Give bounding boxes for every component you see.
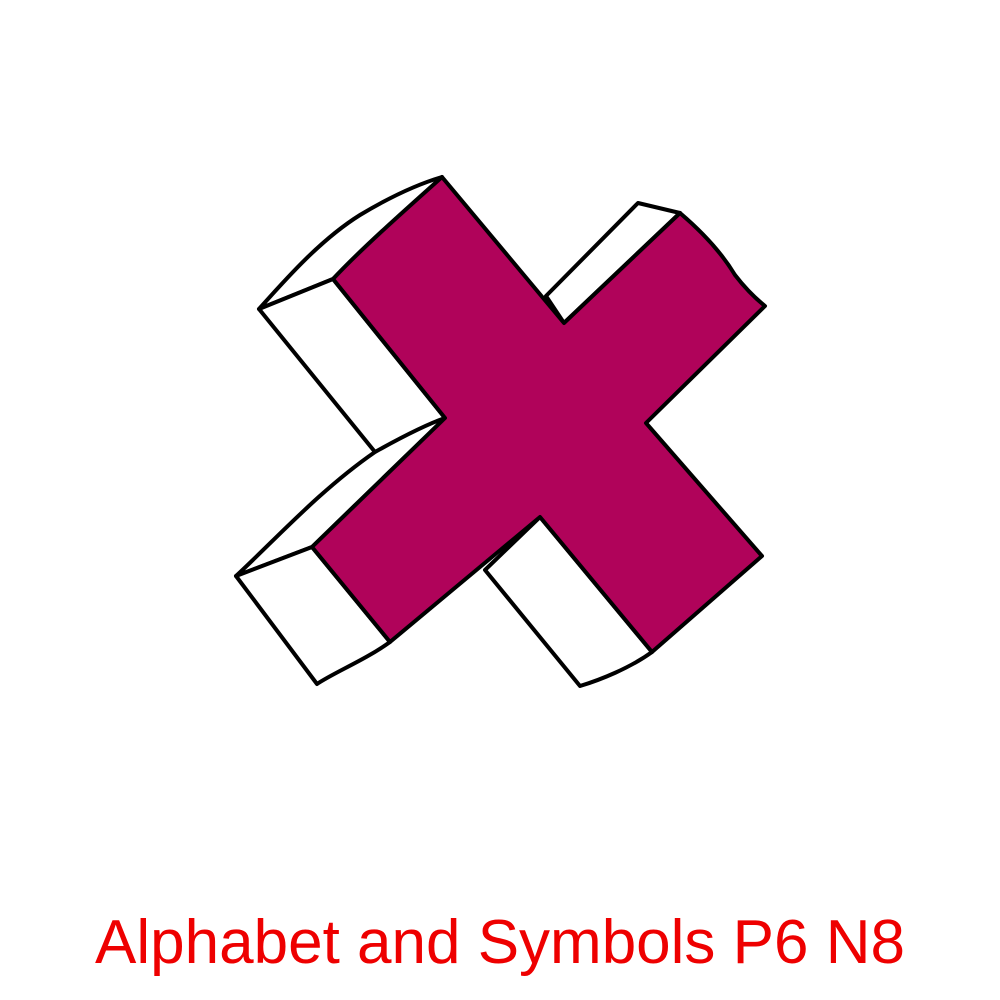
x-letter-front-face [310,175,767,654]
caption: Alphabet and Symbols P6 N8 [95,908,905,977]
3d-x-letter-icon [234,175,767,688]
upper-left-top-side [257,175,444,311]
lower-left-top-side [234,416,447,578]
